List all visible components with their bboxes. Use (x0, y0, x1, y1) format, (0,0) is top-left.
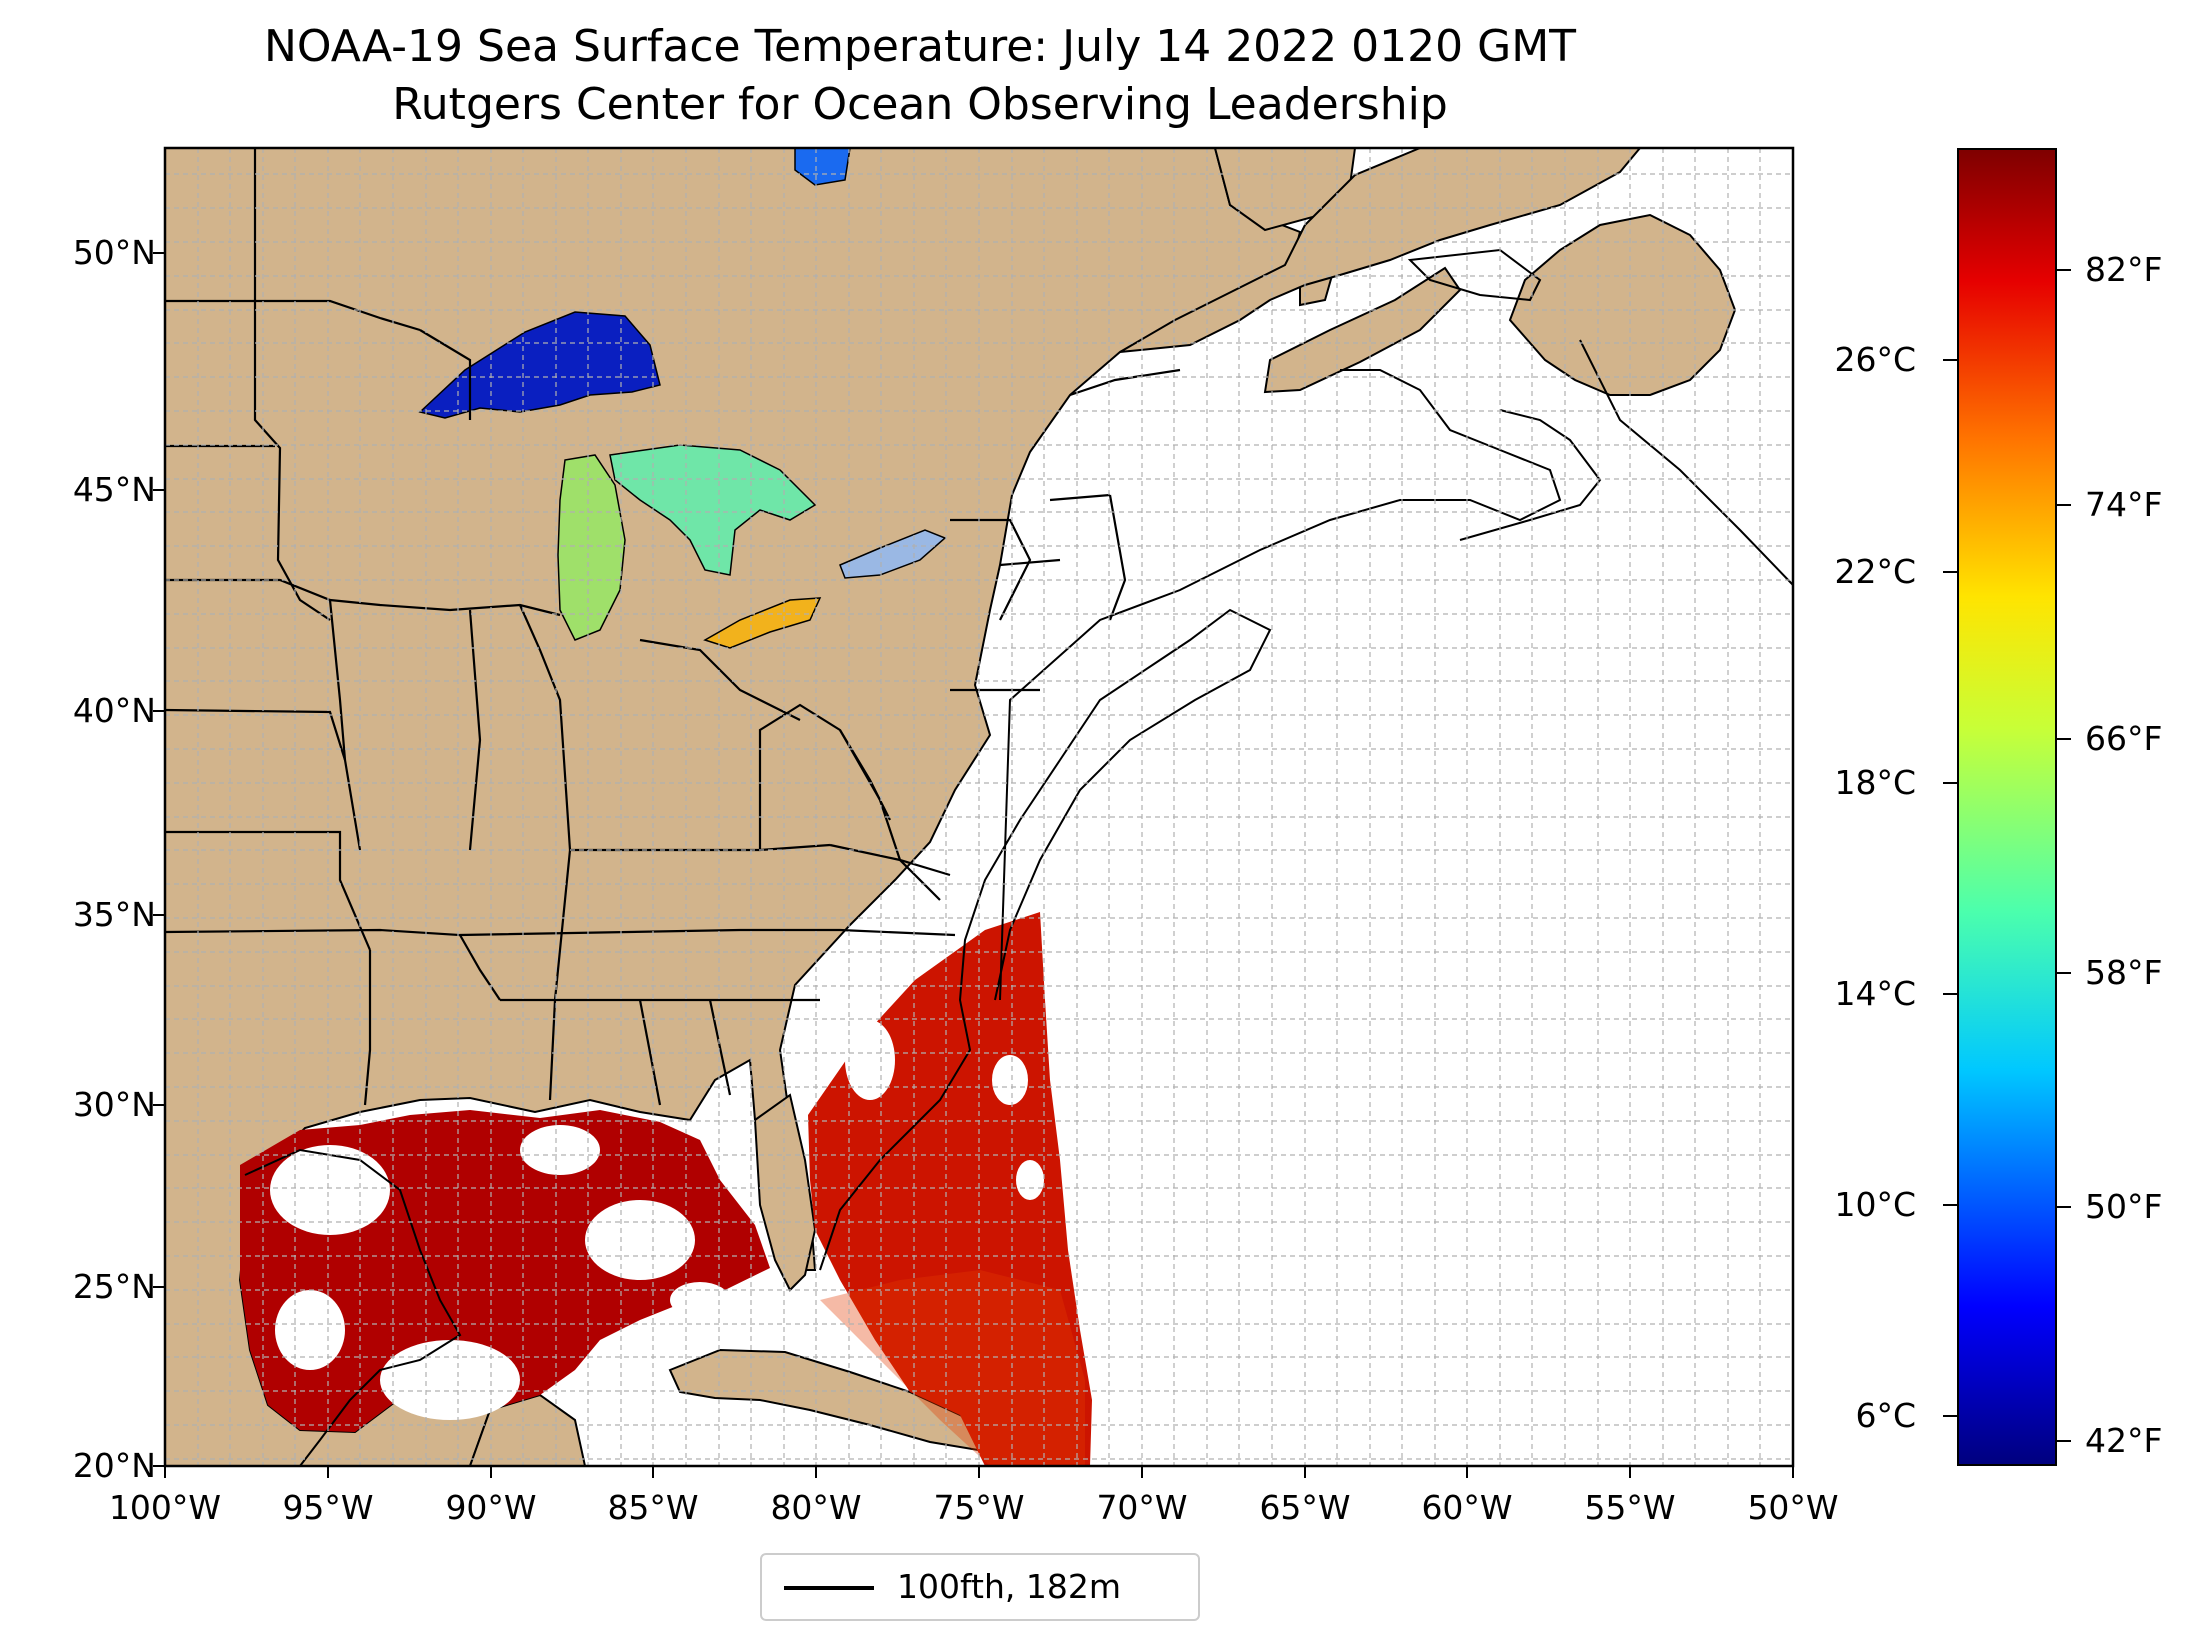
lon-label-50w: 50°W (1747, 1488, 1839, 1527)
temperature-colorbar (1957, 148, 2057, 1466)
legend-isobath-line (784, 1586, 874, 1590)
lake-superior (418, 311, 661, 419)
lon-label-95w: 95°W (282, 1488, 374, 1527)
colorbar-fahrenheit-58: 58°F (2085, 953, 2163, 992)
lon-label-55w: 55°W (1584, 1488, 1676, 1527)
lat-label-20n: 20°N (72, 1446, 156, 1485)
lat-label-50n: 50°N (72, 233, 156, 272)
land-quebec (1119, 148, 1642, 353)
hudson-bay-edge (794, 148, 851, 186)
map-legend: 100fth, 182m (760, 1553, 1200, 1621)
lat-label-25n: 25°N (72, 1267, 156, 1306)
isobath-100fth (244, 248, 1793, 1466)
colorbar-fahrenheit-74: 74°F (2085, 485, 2163, 524)
lat-label-35n: 35°N (72, 895, 156, 934)
lake-michigan (557, 454, 626, 641)
map-subtitle: Rutgers Center for Ocean Observing Leade… (392, 79, 1448, 130)
lon-label-100w: 100°W (108, 1488, 222, 1527)
colorbar-celsius-18: 18°C (1834, 763, 1916, 802)
legend-isobath-label: 100fth, 182m (897, 1567, 1121, 1606)
lat-label-30n: 30°N (72, 1085, 156, 1124)
colorbar-fahrenheit-66: 66°F (2085, 719, 2163, 758)
graticule (165, 148, 1793, 1466)
lon-label-80w: 80°W (770, 1488, 862, 1527)
map-title: NOAA-19 Sea Surface Temperature: July 14… (263, 21, 1577, 72)
lon-label-90w: 90°W (445, 1488, 537, 1527)
colorbar-fahrenheit-42: 42°F (2085, 1421, 2163, 1460)
colorbar-fahrenheit-50: 50°F (2085, 1187, 2163, 1226)
lon-label-75w: 75°W (933, 1488, 1025, 1527)
lat-label-40n: 40°N (72, 691, 156, 730)
lake-ontario (839, 529, 947, 579)
lon-label-85w: 85°W (607, 1488, 699, 1527)
sst-warm-overlay (820, 1270, 1085, 1466)
lon-label-60w: 60°W (1421, 1488, 1513, 1527)
colorbar-celsius-14: 14°C (1834, 974, 1916, 1013)
colorbar-celsius-22: 22°C (1834, 552, 1916, 591)
lake-huron (609, 444, 817, 576)
colorbar-celsius-10: 10°C (1834, 1185, 1916, 1224)
land-florida (753, 1093, 817, 1292)
lake-erie (703, 597, 822, 649)
lon-label-65w: 65°W (1259, 1488, 1351, 1527)
colorbar-celsius-26: 26°C (1834, 340, 1916, 379)
colorbar-celsius-6: 6°C (1855, 1396, 1916, 1435)
axis-ticks (153, 252, 2071, 1478)
lon-label-70w: 70°W (1096, 1488, 1188, 1527)
colorbar-fahrenheit-82: 82°F (2085, 250, 2163, 289)
lat-label-45n: 45°N (72, 470, 156, 509)
